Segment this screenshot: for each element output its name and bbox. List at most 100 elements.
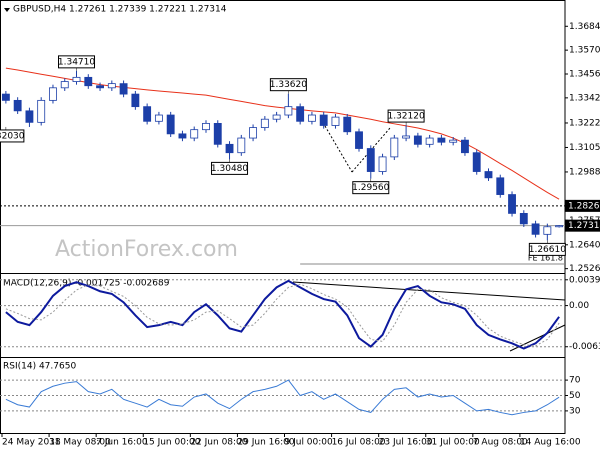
candle-body <box>496 177 505 195</box>
y-tick-label: 0.00 <box>569 301 589 311</box>
level-label-box <box>565 219 600 232</box>
candle-body <box>472 152 481 172</box>
x-tick-label: 9 Jul 00:00 <box>285 438 334 448</box>
candle-body <box>296 106 305 122</box>
y-tick-label: 1.32220 <box>569 118 600 128</box>
annotation-box <box>211 161 249 175</box>
candle-body <box>190 129 199 139</box>
x-tick-label: 29 Jun 16:00 <box>237 438 294 448</box>
candle-body <box>378 156 387 172</box>
candle-body <box>555 225 564 228</box>
pattern-line <box>324 125 353 173</box>
candle-body <box>260 118 269 128</box>
candle-body <box>249 127 258 139</box>
candle-body <box>213 122 222 145</box>
candle-body <box>72 76 81 82</box>
x-tick-label: 14 Aug 16:00 <box>520 438 581 448</box>
candle-body <box>107 83 116 89</box>
y-tick-label: 1.26400 <box>569 240 600 250</box>
candle-body <box>461 139 469 154</box>
y-tick-label: 1.31050 <box>569 143 600 153</box>
y-tick-label: 1.35700 <box>569 46 600 56</box>
rsi-title: RSI(14) 47.7650 <box>3 362 76 372</box>
candle-body <box>143 106 152 122</box>
level-label: 1.27314 <box>568 221 600 231</box>
y-tick-label: 1.33420 <box>569 93 600 103</box>
candle-body <box>543 226 552 235</box>
y-tick-label: 70 <box>569 376 581 386</box>
candle-body <box>202 122 210 131</box>
series-line <box>5 379 560 416</box>
candle-body <box>1 93 10 101</box>
annotation-box <box>352 181 390 195</box>
candle-body <box>484 171 493 179</box>
candle-body <box>307 114 316 122</box>
candle-body <box>237 137 246 154</box>
candle-body <box>178 133 187 139</box>
candle-body <box>60 81 69 89</box>
panel: FE 161.8 1.32030 1.34710 1.30480 1.33620 1.29… <box>0 55 566 265</box>
level-label: 1.28260 <box>568 201 600 211</box>
trend-line <box>292 281 566 301</box>
annotation-label: 1.26610 <box>529 245 566 255</box>
y-tick-label: 1.29880 <box>569 167 600 177</box>
watermark: ActionForex.com <box>55 237 238 262</box>
candle-body <box>96 85 104 89</box>
annotation-box <box>528 242 566 256</box>
fe-label: FE 161.8 <box>528 254 563 263</box>
candle-body <box>131 93 140 108</box>
title-icon <box>4 8 10 12</box>
x-tick-label: 23 Jul 16:00 <box>379 438 433 448</box>
candle-body <box>519 212 528 225</box>
annotation-label: 1.30480 <box>211 164 248 174</box>
x-tick-label: 15 Jun 00:00 <box>143 438 200 448</box>
y-tick-label: 1.25260 <box>569 264 600 274</box>
panel <box>0 279 565 350</box>
candle-body <box>390 137 399 158</box>
y-tick-label: 30 <box>569 406 581 416</box>
candle-body <box>284 106 293 116</box>
candle-body <box>272 114 281 120</box>
y-tick-label: 0.003964 <box>569 275 600 285</box>
annotation-label: 1.29560 <box>352 183 389 193</box>
candle-body <box>343 116 352 133</box>
candle-body <box>425 137 434 145</box>
x-tick-label: 24 May 2018 <box>2 438 61 448</box>
candle-body <box>49 87 57 101</box>
annotation-label: 1.34710 <box>58 57 95 67</box>
annotation-box <box>0 129 25 143</box>
candle-body <box>25 110 34 123</box>
candle-body <box>331 116 340 126</box>
candle-body <box>508 194 516 214</box>
chart-title: GBPUSD,H4 1.27261 1.27339 1.27221 1.2731… <box>13 5 227 15</box>
candle-body <box>437 137 446 143</box>
x-tick-label: 7 Aug 08:00 <box>473 438 528 448</box>
annotation-label: 1.33620 <box>270 80 307 90</box>
candle-body <box>119 83 128 95</box>
candle-body <box>319 114 328 126</box>
candle-body <box>402 135 411 139</box>
candle-body <box>225 143 234 154</box>
x-tick-label: 7 Jun 16:00 <box>96 438 148 448</box>
series-line <box>5 283 560 347</box>
x-tick-label: 31 May 08:00 <box>49 438 111 448</box>
candle-body <box>355 131 363 149</box>
panel <box>0 379 565 416</box>
candle-body <box>531 223 540 235</box>
candle-body <box>84 76 93 87</box>
candle-body <box>366 148 375 172</box>
macd-title: MACD(12,26,9) -0.001725 -0.002689 <box>3 279 170 289</box>
y-tick-label: -0.006324 <box>569 342 600 352</box>
annotation-box <box>387 109 425 123</box>
plot-frame <box>0 0 566 434</box>
candle-body <box>154 114 163 122</box>
level-label-box <box>565 199 600 212</box>
candle-body <box>37 99 46 123</box>
annotation-box <box>58 55 96 69</box>
x-tick-label: 16 Jul 08:00 <box>332 438 386 448</box>
y-tick-label: 50 <box>569 391 581 401</box>
candle-body <box>166 114 175 135</box>
x-tick-label: 22 Jun 08:00 <box>190 438 247 448</box>
